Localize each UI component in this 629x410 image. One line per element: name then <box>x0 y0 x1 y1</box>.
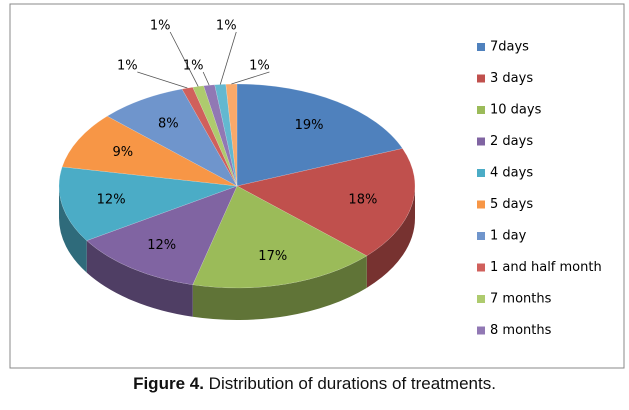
leader-line <box>219 31 237 85</box>
legend-label: 8 months <box>490 323 552 338</box>
legend-swatch <box>477 326 485 335</box>
slice <box>236 148 416 257</box>
slice <box>214 83 238 187</box>
leader-line <box>231 71 270 85</box>
data-label: 12% <box>147 238 176 253</box>
slice-side <box>366 186 415 288</box>
legend-swatch <box>477 263 485 272</box>
data-label: 1% <box>216 19 237 34</box>
data-label: 9% <box>112 145 133 160</box>
data-label: 17% <box>258 249 287 264</box>
legend-label: 7days <box>490 40 529 55</box>
legend-label: 1 day <box>490 229 527 244</box>
pie: 19% 18% 17% 12% 12% 9% 8% 1% 1% 1% 1% 1% <box>58 19 416 320</box>
slice <box>225 83 238 187</box>
slice <box>86 185 238 286</box>
slice <box>203 84 238 187</box>
data-label: 12% <box>97 192 126 207</box>
slice-side <box>59 186 87 273</box>
data-label: 1% <box>150 19 171 34</box>
slice-side <box>86 240 193 317</box>
legend-label: 4 days <box>490 166 533 181</box>
legend-swatch <box>477 200 485 209</box>
caption-label: Figure 4. <box>133 374 204 393</box>
slice <box>58 166 238 241</box>
legend-label: 7 months <box>490 292 552 307</box>
slice <box>106 88 238 187</box>
data-label: 19% <box>295 118 324 133</box>
data-label: 1% <box>249 59 270 74</box>
legend-swatch <box>477 137 485 146</box>
caption: Figure 4. Distribution of durations of t… <box>0 374 629 394</box>
legend-label: 5 days <box>490 197 533 212</box>
leader-line <box>169 31 199 87</box>
leader-line <box>202 71 210 86</box>
data-label: 8% <box>158 116 179 131</box>
legend-swatch <box>477 43 485 51</box>
slice <box>61 115 238 187</box>
legend-swatch <box>477 169 485 177</box>
caption-text: Distribution of durations of treatments. <box>208 374 496 393</box>
legend-swatch <box>477 74 485 83</box>
legend-swatch <box>477 232 485 240</box>
legend-label: 3 days <box>490 71 533 86</box>
legend-swatch <box>477 295 485 303</box>
legend-label: 2 days <box>490 134 533 149</box>
legend: 7days 3 days 10 days 2 days 4 days 5 days 1 da… <box>477 40 602 338</box>
legend-label: 1 and half month <box>490 260 602 275</box>
legend-swatch <box>477 106 485 114</box>
data-label: 1% <box>117 59 138 74</box>
slice-side <box>192 255 367 320</box>
slice <box>236 83 403 187</box>
slice <box>192 185 368 289</box>
leader-line <box>137 71 188 89</box>
legend-label: 10 days <box>490 103 542 118</box>
data-label: 1% <box>183 59 204 74</box>
chart: 19% 18% 17% 12% 12% 9% 8% 1% 1% 1% 1% 1% 7days 3 day… <box>9 3 625 369</box>
data-label: 18% <box>348 192 377 207</box>
